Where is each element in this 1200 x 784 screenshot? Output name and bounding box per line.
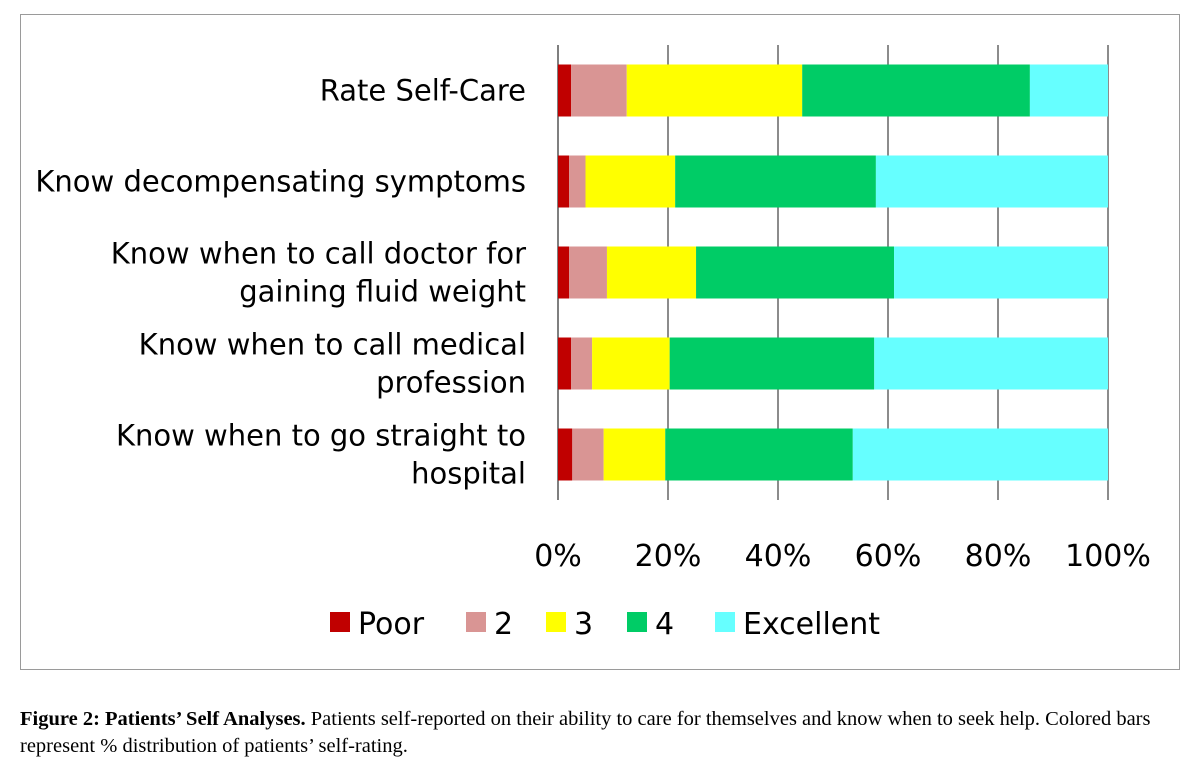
bar-segment [558, 246, 569, 299]
legend-label: 3 [574, 607, 593, 642]
bar-segment [572, 428, 604, 481]
bar-segment [875, 155, 1108, 208]
bar-segment [603, 428, 666, 481]
x-tick-label: 20% [635, 539, 702, 574]
legend-swatch [627, 612, 647, 632]
figure-caption: Figure 2: Patients’ Self Analyses. Patie… [20, 706, 1190, 760]
bar-segment [558, 155, 569, 208]
category-label: profession [376, 366, 526, 400]
legend-label: 2 [494, 607, 513, 642]
stacked-bar-chart: 0% 20% 40% 60% 80% 100% Rate Self-Care Know dec… [35, 45, 1151, 642]
legend-label: Excellent [743, 607, 880, 642]
bar-segment [1029, 64, 1108, 117]
category-label: Know decompensating symptoms [35, 165, 526, 199]
caption-text: Patients self-reported on their ability … [20, 708, 1151, 757]
category-label: Know when to go straight to [116, 419, 526, 453]
x-tick-label: 60% [855, 539, 922, 574]
bar-segment [894, 246, 1108, 299]
bar-segment [874, 337, 1108, 390]
bar-segment [675, 155, 876, 208]
bar-segment [558, 337, 572, 390]
bar-segment [558, 428, 573, 481]
bar-segment [696, 246, 895, 299]
bar-segment [592, 337, 670, 390]
legend-swatch [546, 612, 566, 632]
chart-frame [20, 14, 1180, 670]
category-label: Rate Self-Care [320, 74, 526, 108]
bar-segment [569, 246, 607, 299]
caption-label: Figure 2: Patients’ Self Analyses. [20, 708, 306, 730]
bar-segment [585, 155, 676, 208]
bar-segment [669, 337, 875, 390]
legend-swatch [715, 612, 735, 632]
legend-swatch [466, 612, 486, 632]
bar-segment [571, 64, 627, 117]
bar-segment [558, 64, 572, 117]
legend-label: Poor [358, 607, 425, 642]
bar-segment [665, 428, 853, 481]
bar-segment [606, 246, 697, 299]
x-tick-label: 0% [534, 539, 582, 574]
bar-segment [571, 337, 593, 390]
bar-segment [802, 64, 1030, 117]
category-label: gaining fluid weight [239, 275, 526, 309]
category-label: Know when to call medical [139, 328, 526, 362]
x-tick-label: 40% [745, 539, 812, 574]
bar-segment [626, 64, 803, 117]
category-label: hospital [411, 457, 526, 491]
bar-segment [569, 155, 586, 208]
legend-swatch [330, 612, 350, 632]
category-label: Know when to call doctor for [111, 237, 526, 271]
bar-segment [852, 428, 1108, 481]
legend-label: 4 [655, 607, 674, 642]
x-tick-label: 100% [1065, 539, 1151, 574]
x-tick-label: 80% [965, 539, 1032, 574]
